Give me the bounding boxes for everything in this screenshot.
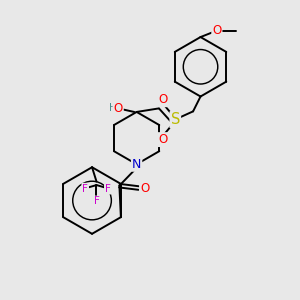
Text: O: O	[158, 93, 167, 106]
Text: S: S	[171, 112, 180, 127]
Text: F: F	[105, 184, 111, 194]
Text: F: F	[82, 184, 88, 194]
Text: N: N	[132, 158, 141, 171]
Text: H: H	[109, 103, 117, 113]
Text: O: O	[114, 102, 123, 115]
Text: O: O	[158, 133, 167, 146]
Text: F: F	[94, 196, 99, 206]
Text: O: O	[212, 24, 221, 37]
Text: O: O	[140, 182, 149, 194]
